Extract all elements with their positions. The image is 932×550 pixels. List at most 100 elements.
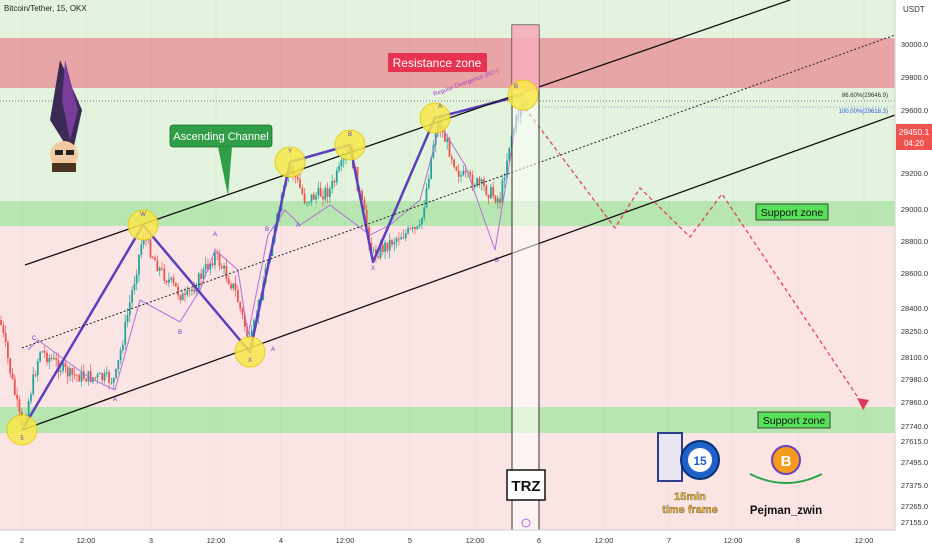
candle-body (460, 175, 462, 177)
candle-body (326, 188, 329, 197)
candle-body (179, 295, 182, 301)
candle-body (372, 249, 375, 251)
support-label-lower: Support zone (757, 411, 831, 429)
x-tick-label: 12:00 (595, 536, 614, 545)
y-tick-label: 27980.0 (901, 375, 928, 384)
candle-body (53, 357, 55, 359)
candle-body (448, 138, 451, 157)
channel-mid-line (21, 34, 896, 349)
candle-body (191, 289, 193, 291)
fib-label-lower: 100.00%(29618.3) (839, 109, 888, 115)
svg-text:Support zone: Support zone (763, 415, 826, 427)
candle-body (462, 170, 465, 176)
svg-text:15: 15 (693, 454, 707, 468)
candle-body (485, 185, 488, 195)
y-tick-label: 28250.0 (901, 327, 928, 336)
candle-body (50, 357, 53, 359)
bitcoin-icon (771, 445, 801, 475)
price-axis[interactable] (895, 0, 932, 550)
timeframe-logo: 15 15min time frame (657, 432, 720, 516)
candle-body (457, 170, 460, 177)
candle-body (388, 240, 391, 251)
candle-body (381, 244, 384, 252)
candle-body (421, 217, 423, 225)
candle-body (18, 399, 21, 412)
candle-body (128, 302, 131, 316)
wave-label: 5 (20, 436, 24, 442)
time-axis-ticks: 2 12:00 3 12:00 4 12:00 5 12:00 6 12:00 7 12:00 8 12:… (20, 536, 873, 545)
candle-body (99, 373, 101, 375)
candle-body (46, 352, 48, 363)
wave-points (6, 79, 539, 446)
candle-body (368, 227, 370, 244)
projection-arrow-icon (857, 398, 869, 410)
y-tick-label: 28100.0 (901, 353, 928, 362)
candle-body (499, 198, 501, 204)
candle-body (312, 194, 315, 200)
candle-body (161, 267, 163, 269)
candle-body (243, 314, 246, 327)
candle-body (174, 282, 177, 287)
wave-point-circle (419, 102, 451, 134)
candle-body (234, 283, 237, 291)
candle-body (64, 362, 67, 368)
svg-text:Support zone: Support zone (761, 207, 824, 219)
candle-body (322, 196, 324, 200)
wave-label: A (213, 232, 217, 238)
candle-body (186, 289, 189, 295)
y-tick-label: 27265.0 (901, 502, 928, 511)
svg-text:Pejman_zwin: Pejman_zwin (750, 505, 822, 517)
symbol-title: Bitcoin/Tether, 15, OKX (4, 4, 87, 13)
candle-body (414, 227, 416, 230)
upper-background (0, 0, 895, 210)
candle-body (430, 157, 432, 179)
candle-body (177, 286, 179, 296)
candle-body (494, 196, 497, 203)
candle-body (377, 256, 380, 258)
wave-label: X (371, 266, 375, 272)
candle-body (41, 351, 44, 353)
candle-body (78, 375, 81, 382)
lower-background (0, 210, 895, 530)
candle-body (361, 190, 363, 200)
y-tick-label: 30000.0 (901, 40, 928, 49)
candle-body (299, 179, 301, 188)
currency-label: USDT (903, 5, 925, 14)
wave-label: X (248, 358, 252, 364)
candle-body (379, 244, 382, 258)
candle-body (386, 242, 389, 251)
candle-body (365, 210, 368, 228)
candle-body (66, 367, 69, 377)
avatar (50, 60, 82, 172)
candle-body (411, 227, 414, 229)
candle-body (156, 260, 159, 272)
candle-body (363, 199, 366, 211)
svg-text:15min: 15min (674, 491, 706, 503)
candle-body (209, 263, 212, 270)
candle-body (103, 373, 106, 381)
wave-label: A (438, 104, 442, 110)
candle-body (142, 239, 145, 245)
x-tick-label: 6 (537, 536, 541, 545)
candle-body (501, 179, 504, 204)
candle-body (335, 170, 338, 183)
candle-body (36, 361, 39, 376)
candle-body (324, 188, 327, 200)
candle-body (471, 174, 474, 187)
x-tick-label: 5 (408, 536, 412, 545)
candle-body (315, 195, 317, 200)
candle-body (409, 228, 412, 229)
candle-body (131, 290, 133, 303)
candle-body (7, 342, 9, 359)
candle-body (490, 187, 492, 199)
candle-body (450, 156, 453, 160)
wave-point-circle (334, 129, 366, 161)
wave-label: A (296, 223, 300, 229)
y-tick-label: 29600.0 (901, 106, 928, 115)
trz-box-top (512, 25, 539, 90)
candle-body (48, 357, 51, 363)
candle-body (398, 238, 400, 240)
candle-body (400, 237, 403, 240)
time-axis[interactable] (0, 530, 932, 550)
